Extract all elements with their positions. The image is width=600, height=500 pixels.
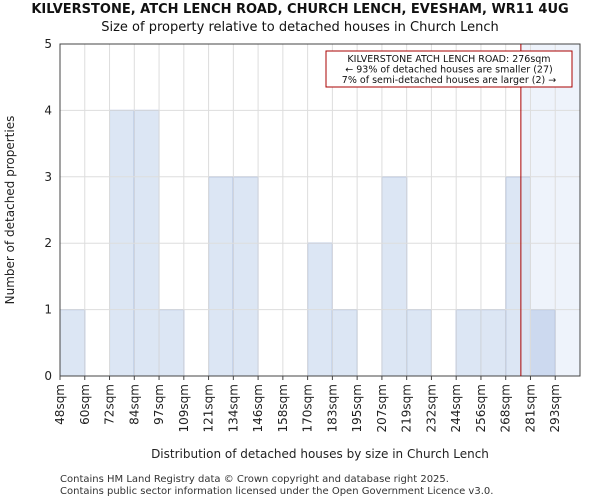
annotation-text: ← 93% of detached houses are smaller (27… [345,65,552,76]
x-tick-label: 84sqm [127,384,141,425]
annotation-box [325,50,573,88]
x-tick-label: 281sqm [523,384,537,432]
bar [208,176,234,377]
x-tick-label: 121sqm [202,384,216,432]
x-tick-label: 207sqm [375,384,389,432]
y-axis-label: Number of detached properties [3,116,17,305]
x-tick-label: 170sqm [301,384,315,432]
bar [232,176,259,377]
x-tick-label: 195sqm [350,384,364,432]
y-tick-label: 3 [44,170,52,184]
x-tick-label: 60sqm [78,384,92,425]
y-tick-label: 2 [44,236,52,250]
bar [529,309,556,377]
bar [455,309,482,377]
x-tick-label: 293sqm [548,384,562,432]
y-tick-label: 1 [44,303,52,317]
x-tick-label: 48sqm [53,384,67,425]
x-tick-label: 109sqm [177,384,191,432]
y-tick-label: 4 [44,103,52,117]
bar [406,309,432,377]
x-tick-label: 183sqm [325,384,339,432]
bar [480,309,507,377]
x-tick-label: 97sqm [152,384,166,425]
footer-licence: Contains public sector information licen… [60,486,494,497]
y-tick-label: 0 [44,369,52,383]
annotation-text: KILVERSTONE ATCH LENCH ROAD: 276sqm [347,54,550,65]
bar [505,176,531,377]
x-axis-label: Distribution of detached houses by size … [151,447,489,461]
x-tick-label: 244sqm [449,384,463,432]
x-tick-label: 256sqm [474,384,488,432]
annotation-text: 7% of semi-detached houses are larger (2… [342,75,556,86]
x-tick-label: 219sqm [400,384,414,432]
bar [59,309,86,377]
x-tick-label: 72sqm [103,384,117,425]
x-tick-label: 268sqm [499,384,513,432]
y-tick-label: 5 [44,37,52,51]
chart-subtitle: Size of property relative to detached ho… [101,20,499,35]
x-tick-label: 146sqm [251,384,265,432]
bar [381,176,408,377]
x-tick-label: 158sqm [276,384,290,432]
bar [331,309,358,377]
chart-title: KILVERSTONE, ATCH LENCH ROAD, CHURCH LEN… [31,2,569,17]
axes-frame [59,43,581,377]
x-tick-label: 232sqm [424,384,438,432]
bar [158,309,185,377]
x-tick-label: 134sqm [226,384,240,432]
footer-copyright: Contains HM Land Registry data © Crown c… [60,474,449,485]
